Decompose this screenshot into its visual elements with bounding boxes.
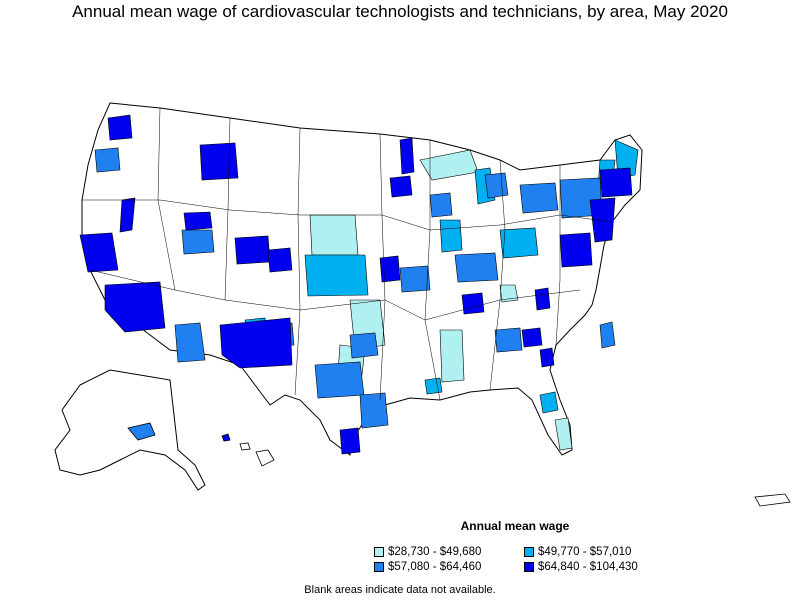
legend-item-57080-64460: $57,080 - $64,460 bbox=[374, 561, 481, 573]
legend-label: $57,080 - $64,460 bbox=[388, 561, 482, 573]
legend-swatch bbox=[374, 547, 384, 557]
state-boundaries bbox=[82, 107, 613, 401]
legend-item-64840-104430: $64,840 - $104,430 bbox=[524, 561, 638, 573]
alaska-area bbox=[127, 422, 156, 441]
hawaii-islands bbox=[221, 433, 275, 467]
legend-label: $49,770 - $57,010 bbox=[538, 546, 632, 558]
map-title: Annual mean wage of cardiovascular techn… bbox=[72, 2, 728, 21]
legend-swatch bbox=[524, 547, 534, 557]
legend-title: Annual mean wage bbox=[460, 519, 570, 533]
legend-swatch bbox=[374, 562, 384, 572]
legend-label: $28,730 - $49,680 bbox=[388, 546, 482, 558]
legend-label: $64,840 - $104,430 bbox=[538, 561, 638, 573]
legend-item-28730-49680: $28,730 - $49,680 bbox=[374, 546, 481, 558]
legend-item-49770-57010: $49,770 - $57,010 bbox=[524, 546, 631, 558]
legend-swatch bbox=[524, 562, 534, 572]
areas-64840-104430 bbox=[79, 114, 633, 455]
puerto-rico-outline bbox=[754, 493, 791, 507]
blank-areas-note: Blank areas indicate data not available. bbox=[304, 584, 496, 596]
